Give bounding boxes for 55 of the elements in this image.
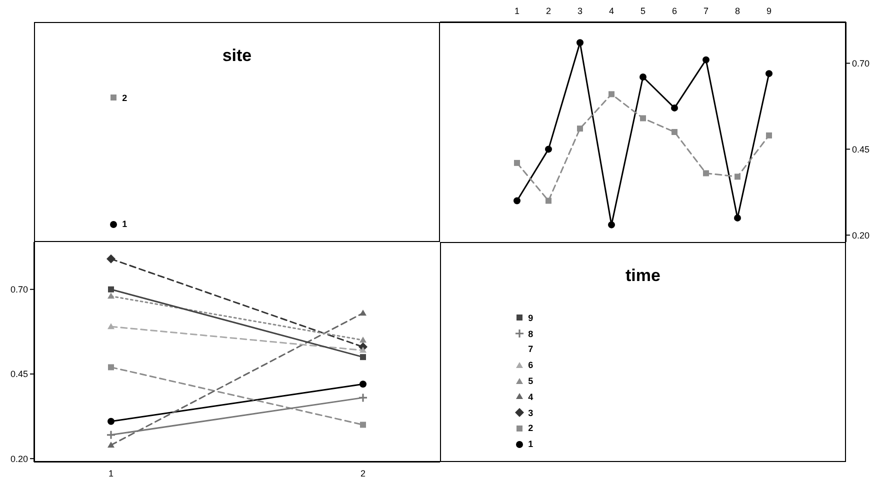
point — [546, 198, 552, 204]
point — [672, 129, 678, 135]
point — [766, 132, 772, 138]
point — [671, 104, 678, 112]
point — [766, 70, 772, 78]
x-tick-label: 3 — [577, 6, 583, 16]
point — [734, 214, 741, 222]
x-tick-label: 1 — [514, 6, 520, 16]
x-tick-label: 7 — [703, 6, 709, 16]
point — [106, 254, 116, 264]
legend-label: 2 — [528, 422, 534, 436]
point — [358, 392, 368, 402]
x-tick-label: 6 — [672, 6, 678, 16]
point — [576, 39, 584, 46]
y-tick-label: 0.70 — [10, 284, 28, 295]
x-tick-label: 5 — [640, 6, 646, 16]
point — [106, 430, 116, 440]
legend-label: 8 — [528, 328, 534, 341]
point — [577, 126, 583, 132]
point — [360, 354, 366, 360]
x-tick-label: 8 — [734, 6, 740, 16]
legend-title: time — [624, 266, 662, 286]
point — [360, 422, 366, 428]
legend-label: 9 — [528, 312, 534, 325]
y-tick-label: 0.45 — [852, 144, 870, 154]
point — [734, 174, 740, 180]
point — [108, 418, 114, 425]
point — [608, 91, 614, 98]
legend-label: 4 — [528, 390, 534, 404]
point — [640, 115, 646, 122]
x-tick-label: 4 — [608, 6, 614, 16]
y-tick-label: 0.45 — [10, 369, 28, 380]
legend-label: 5 — [528, 375, 534, 388]
legend-label: 1 — [528, 438, 534, 452]
point — [608, 221, 615, 228]
point — [514, 197, 520, 204]
point — [514, 160, 520, 166]
point — [703, 170, 709, 176]
point — [545, 146, 552, 153]
point — [640, 74, 646, 80]
legend-title: site — [221, 46, 253, 66]
x-tick-label: 2 — [546, 6, 552, 16]
y-tick-label: 0.70 — [852, 58, 870, 68]
text: 7 — [528, 343, 534, 356]
legend-label: 2 — [122, 92, 128, 105]
point — [360, 380, 366, 388]
point — [702, 56, 710, 64]
point — [108, 286, 114, 292]
y-tick-label: 0.20 — [10, 454, 28, 464]
legend-label: 6 — [528, 359, 534, 372]
y-tick-label: 0.20 — [852, 230, 870, 240]
point — [108, 364, 114, 370]
legend-label: 3 — [528, 406, 534, 420]
legend-label: 1 — [122, 218, 128, 232]
x-tick-label: 9 — [766, 6, 772, 16]
